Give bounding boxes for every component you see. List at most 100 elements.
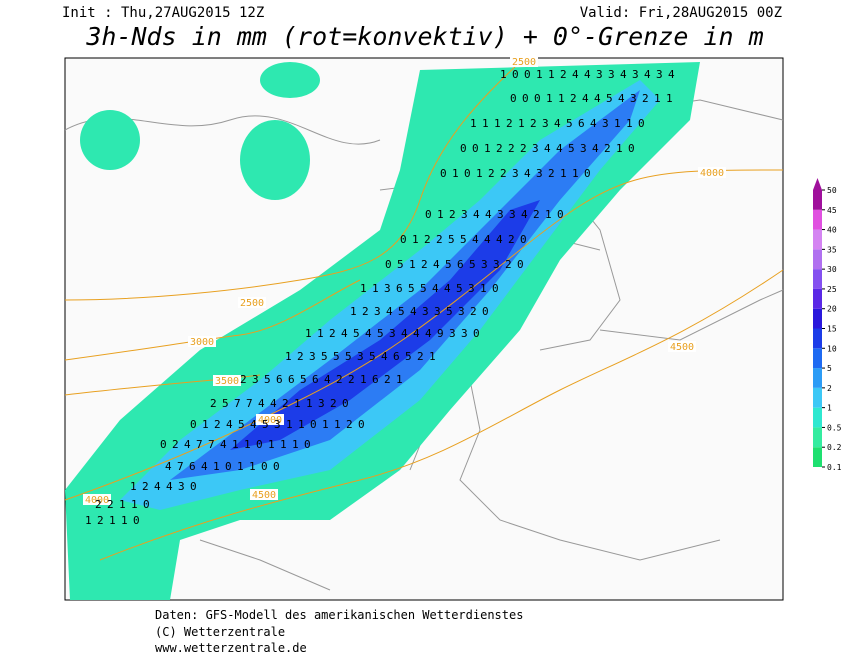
precip-value: 4	[401, 327, 408, 340]
precip-value: 1	[360, 373, 367, 386]
precip-value: 5	[345, 350, 352, 363]
contour-label: 2500	[240, 298, 264, 309]
precip-value: 1	[268, 438, 275, 451]
precip-value: 3	[274, 418, 281, 431]
precip-value: 1	[317, 327, 324, 340]
precip-value: 3	[509, 208, 516, 221]
precip-value: 4	[473, 208, 480, 221]
precip-value: 1	[476, 167, 483, 180]
precip-value: 1	[280, 438, 287, 451]
precip-value: 5	[321, 350, 328, 363]
precip-value: 9	[437, 327, 444, 340]
precip-value: 0	[143, 498, 150, 511]
precip-value: 4	[432, 282, 439, 295]
precip-value: 3	[608, 68, 615, 81]
precip-value: 0	[225, 460, 232, 473]
precip-value: 4	[618, 92, 625, 105]
colorbar-label: 0.5	[827, 423, 842, 432]
precip-value: 1	[237, 460, 244, 473]
precip-value: 1	[409, 258, 416, 271]
contour-label: 4000	[85, 495, 109, 506]
precip-value: 5	[397, 258, 404, 271]
precip-value: 2	[530, 117, 537, 130]
precip-value: 1	[202, 418, 209, 431]
precip-value: 6	[396, 282, 403, 295]
precip-value: 7	[234, 397, 241, 410]
precip-value: 1	[412, 233, 419, 246]
precip-values: 1 0 0 1 1 2 4 4 3 3 4 3 4 3 40 0 0 1 1 2 4 4 5 4 3 2 1 11 1 1 2 1 2 3 4 5 6 4…	[85, 68, 675, 527]
precip-value: 0	[385, 258, 392, 271]
precip-value: 4	[554, 117, 561, 130]
precip-value: 1	[500, 68, 507, 81]
colorbar-segment	[813, 229, 822, 250]
precip-value: 4	[250, 418, 257, 431]
precip-value: 2	[533, 208, 540, 221]
precip-value: 2	[417, 350, 424, 363]
precip-value: 5	[445, 258, 452, 271]
precip-value: 2	[346, 418, 353, 431]
precip-value: 1	[232, 438, 239, 451]
precip-value: 1	[350, 305, 357, 318]
precip-value: 5	[369, 350, 376, 363]
precip-value: 4	[521, 208, 528, 221]
precip-value: 2	[282, 397, 289, 410]
precip-value: 0	[133, 514, 140, 527]
colorbar-segment	[813, 328, 822, 349]
precip-value: 2	[348, 373, 355, 386]
precip-value: 3	[580, 142, 587, 155]
title: 3h-Nds in mm (rot=konvektiv) + 0°-Grenze…	[85, 22, 763, 51]
precip-value: 3	[449, 327, 456, 340]
contour-label-box	[668, 341, 696, 352]
precip-value: 4	[365, 327, 372, 340]
precip-value: 5	[460, 233, 467, 246]
colorbar-label: 5	[827, 364, 832, 373]
precip-value: 0	[425, 208, 432, 221]
precip-value: 3	[434, 305, 441, 318]
precip-value: 0	[472, 142, 479, 155]
precip-value: 5	[606, 92, 613, 105]
precip-value: 2	[97, 514, 104, 527]
precip-value: 3	[357, 350, 364, 363]
precip-value: 5	[408, 282, 415, 295]
footer-line: www.wetterzentrale.de	[155, 641, 307, 655]
precip-value: 1	[558, 92, 565, 105]
precip-value: 5	[568, 142, 575, 155]
colorbar-segment	[813, 308, 822, 329]
precip-value: 2	[240, 373, 247, 386]
precip-value: 0	[464, 167, 471, 180]
precip-value: 4	[413, 327, 420, 340]
precip-value: 1	[666, 92, 673, 105]
contour-label-box	[188, 336, 216, 347]
precip-value: 2	[570, 92, 577, 105]
precip-value: 1	[429, 350, 436, 363]
precip-value: 5	[353, 327, 360, 340]
precip-value: 1	[249, 460, 256, 473]
precip-value: 6	[578, 117, 585, 130]
precip-value: 3	[178, 480, 185, 493]
precip-value: 0	[261, 460, 268, 473]
colorbar-label: 50	[827, 186, 837, 195]
precip-value: 1	[85, 514, 92, 527]
precip-value: 0	[256, 438, 263, 451]
colorbar-segment	[813, 387, 822, 408]
precip-value: 4	[165, 460, 172, 473]
precip-value: 4	[324, 373, 331, 386]
precip-value: 0	[492, 282, 499, 295]
precip-value: 1	[518, 117, 525, 130]
precip-value: 4	[556, 142, 563, 155]
precip-value: 1	[484, 142, 491, 155]
precip-value: 3	[481, 258, 488, 271]
precip-value: 0	[520, 233, 527, 246]
precip-value: 5	[300, 373, 307, 386]
contour-label-box	[83, 494, 111, 505]
precip-value: 1	[545, 208, 552, 221]
precip-value: 5	[405, 350, 412, 363]
precip-value: 6	[312, 373, 319, 386]
precip-value: 4	[226, 418, 233, 431]
precip-value: 1	[548, 68, 555, 81]
precip-value: 1	[614, 117, 621, 130]
precip-value: 1	[131, 498, 138, 511]
precip-value: 4	[258, 397, 265, 410]
precip-value: 4	[184, 438, 191, 451]
